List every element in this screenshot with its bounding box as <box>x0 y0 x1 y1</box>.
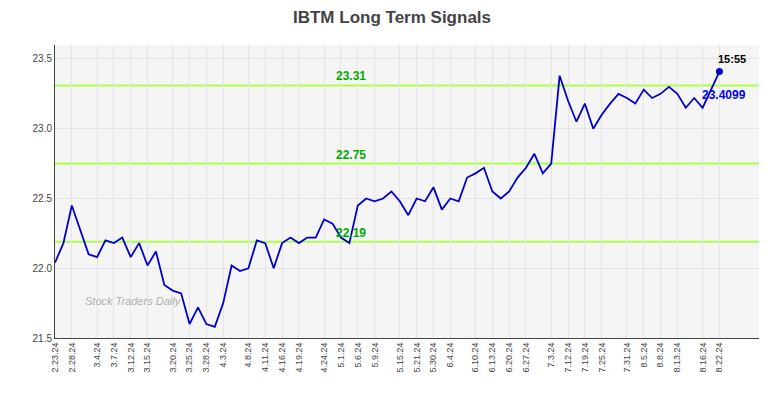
svg-text:8.5.24: 8.5.24 <box>639 343 649 368</box>
svg-text:21.5: 21.5 <box>33 333 53 344</box>
svg-text:6.27.24: 6.27.24 <box>521 343 531 373</box>
svg-text:3.15.24: 3.15.24 <box>142 343 152 373</box>
svg-text:8.16.24: 8.16.24 <box>698 343 708 373</box>
svg-text:6.20.24: 6.20.24 <box>504 343 514 373</box>
svg-text:5.9.24: 5.9.24 <box>370 343 380 368</box>
svg-text:Stock Traders Daily: Stock Traders Daily <box>85 295 182 307</box>
svg-text:2.28.24: 2.28.24 <box>67 343 77 373</box>
svg-text:5.15.24: 5.15.24 <box>395 343 405 373</box>
svg-text:15:55: 15:55 <box>718 53 746 65</box>
svg-text:7.19.24: 7.19.24 <box>580 343 590 373</box>
svg-text:3.20.24: 3.20.24 <box>168 343 178 373</box>
svg-text:7.12.24: 7.12.24 <box>563 343 573 373</box>
svg-text:23.31: 23.31 <box>336 69 366 83</box>
svg-text:22.19: 22.19 <box>336 226 366 240</box>
svg-text:IBTM Long Term Signals: IBTM Long Term Signals <box>293 8 491 27</box>
svg-text:4.3.24: 4.3.24 <box>218 343 228 368</box>
svg-text:5.6.24: 5.6.24 <box>353 343 363 368</box>
svg-text:5.30.24: 5.30.24 <box>428 343 438 373</box>
svg-text:8.8.24: 8.8.24 <box>655 343 665 368</box>
svg-text:5.1.24: 5.1.24 <box>336 343 346 368</box>
svg-text:2.23.24: 2.23.24 <box>50 343 60 373</box>
svg-text:3.12.24: 3.12.24 <box>126 343 136 373</box>
svg-text:4.11.24: 4.11.24 <box>260 343 270 372</box>
svg-text:4.16.24: 4.16.24 <box>277 343 287 373</box>
svg-text:3.28.24: 3.28.24 <box>201 343 211 373</box>
svg-text:3.7.24: 3.7.24 <box>109 343 119 368</box>
svg-text:7.25.24: 7.25.24 <box>597 343 607 373</box>
svg-text:3.25.24: 3.25.24 <box>184 343 194 373</box>
svg-text:4.24.24: 4.24.24 <box>319 343 329 373</box>
svg-text:4.8.24: 4.8.24 <box>243 343 253 368</box>
svg-text:5.21.24: 5.21.24 <box>412 343 422 373</box>
svg-text:6.13.24: 6.13.24 <box>487 343 497 373</box>
svg-text:6.10.24: 6.10.24 <box>470 343 480 373</box>
svg-text:8.13.24: 8.13.24 <box>672 343 682 373</box>
svg-text:23.4099: 23.4099 <box>702 88 746 102</box>
svg-text:7.3.24: 7.3.24 <box>546 343 556 368</box>
svg-text:3.4.24: 3.4.24 <box>92 343 102 368</box>
svg-text:8.22.24: 8.22.24 <box>714 343 724 373</box>
svg-text:7.31.24: 7.31.24 <box>622 343 632 373</box>
svg-text:4.19.24: 4.19.24 <box>294 343 304 373</box>
svg-text:22.5: 22.5 <box>33 193 53 204</box>
svg-text:22.75: 22.75 <box>336 148 366 162</box>
svg-text:23.5: 23.5 <box>33 53 53 64</box>
svg-text:22.0: 22.0 <box>33 263 53 274</box>
svg-text:23.0: 23.0 <box>33 123 53 134</box>
svg-text:6.4.24: 6.4.24 <box>445 343 455 368</box>
